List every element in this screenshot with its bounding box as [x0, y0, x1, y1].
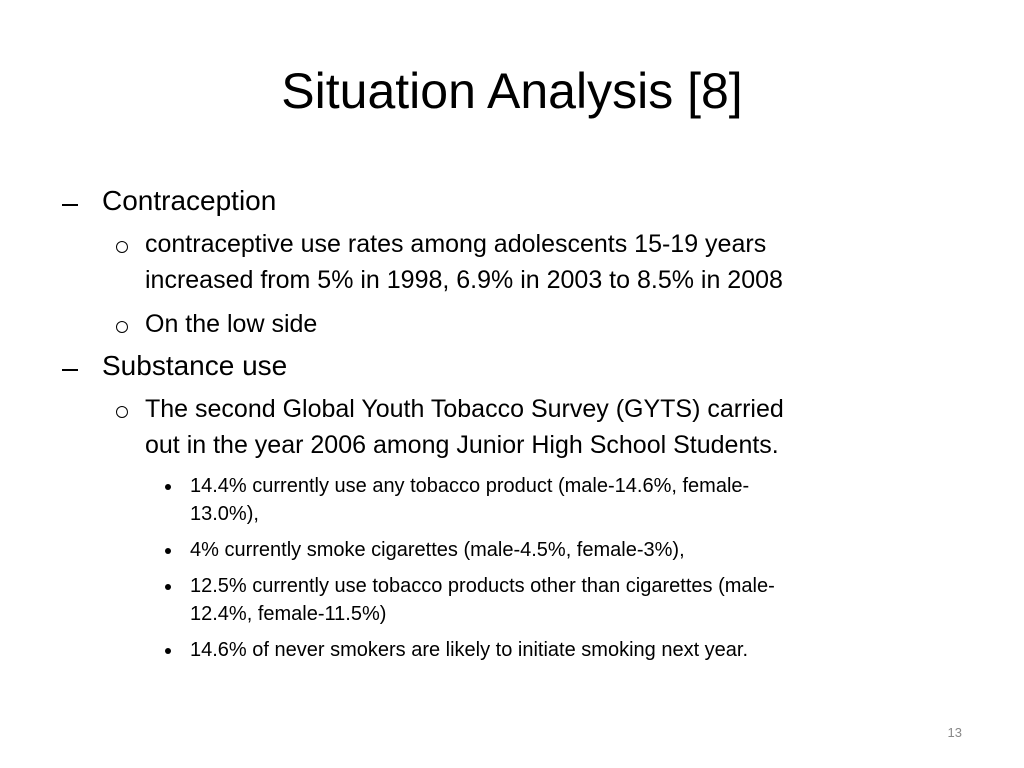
bullet-dot [165, 584, 171, 590]
bullet-level3: 13.0%), [190, 503, 259, 525]
bullet-level2: increased from 5% in 1998, 6.9% in 2003 … [145, 266, 783, 294]
bullet-level3: 12.4%, female-11.5%) [190, 603, 387, 625]
bullet-level3: 12.5% currently use tobacco products oth… [190, 575, 775, 597]
page-number: 13 [947, 725, 962, 740]
bullet-circle [116, 406, 128, 418]
bullet-dot [165, 484, 171, 490]
bullet-dash [62, 204, 78, 206]
bullet-dot [165, 548, 171, 554]
bullet-dash [62, 369, 78, 371]
slide-title: Situation Analysis [8] [281, 63, 743, 119]
bullet-level3: 14.4% currently use any tobacco product … [190, 475, 750, 497]
bullet-circle [116, 241, 128, 253]
bullet-level3: 14.6% of never smokers are likely to ini… [190, 639, 749, 661]
bullet-level1: Contraception [102, 185, 277, 216]
bullet-level2: out in the year 2006 among Junior High S… [145, 431, 779, 459]
bullet-level2: contraceptive use rates among adolescent… [145, 230, 767, 258]
bullet-level2: On the low side [145, 310, 318, 338]
bullet-circle [116, 321, 128, 333]
bullet-level2: The second Global Youth Tobacco Survey (… [145, 395, 784, 423]
bullet-level3: 4% currently smoke cigarettes (male-4.5%… [190, 539, 685, 561]
bullet-level1: Substance use [102, 350, 288, 381]
bullet-dot [165, 648, 171, 654]
